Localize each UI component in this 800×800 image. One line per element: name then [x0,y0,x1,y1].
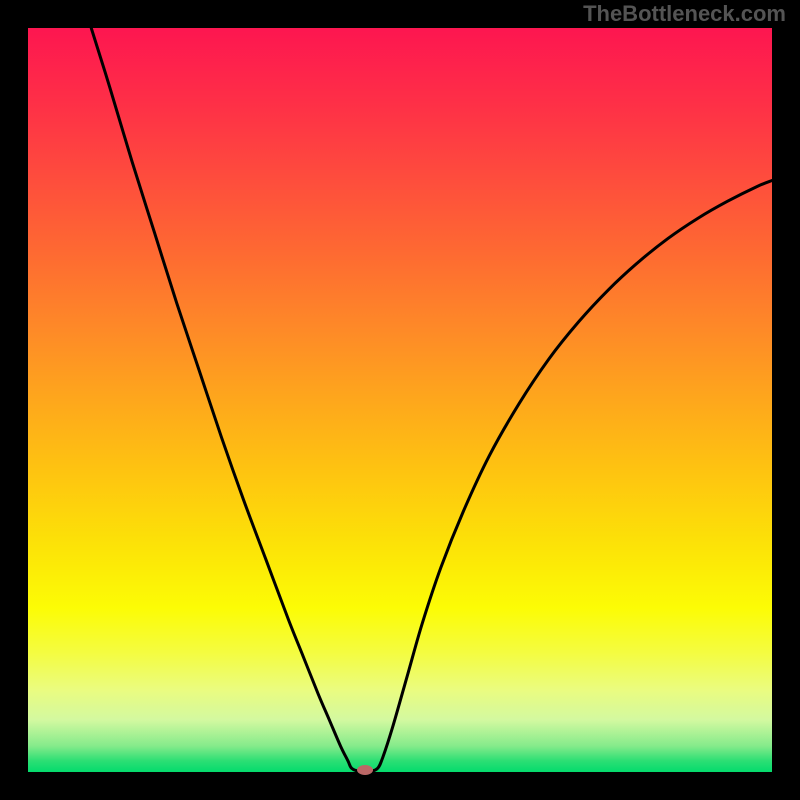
optimum-marker [357,765,373,775]
bottleneck-curve-chart [0,0,800,800]
plot-area [28,28,772,772]
chart-container: { "meta": { "source_label": "TheBottlene… [0,0,800,800]
source-watermark: TheBottleneck.com [583,1,786,27]
